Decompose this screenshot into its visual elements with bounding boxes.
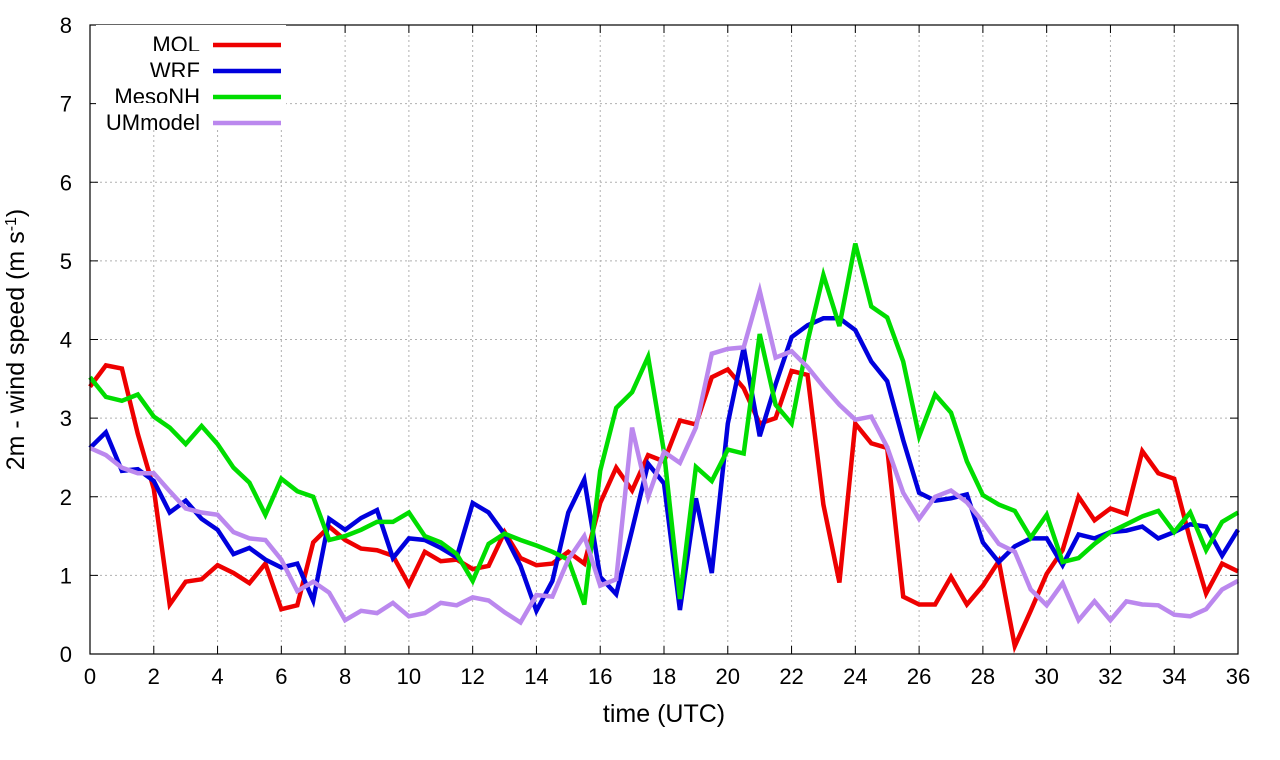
x-tick-label: 4 <box>211 664 223 689</box>
y-tick-label: 2 <box>60 485 72 510</box>
y-tick-label: 7 <box>60 92 72 117</box>
x-tick-label: 34 <box>1162 664 1186 689</box>
series-lines <box>88 243 1240 654</box>
y-tick-label: 0 <box>60 642 72 667</box>
x-tick-label: 8 <box>339 664 351 689</box>
y-tick-label: 6 <box>60 170 72 195</box>
y-tick-label: 5 <box>60 249 72 274</box>
x-tick-label: 12 <box>460 664 484 689</box>
x-tick-label: 28 <box>971 664 995 689</box>
y-axis-title: 2m - wind speed (m s-1) <box>2 209 30 471</box>
series-line-wrf <box>88 316 1240 617</box>
y-tick-label: 3 <box>60 406 72 431</box>
x-tick-label: 0 <box>84 664 96 689</box>
x-tick-label: 36 <box>1226 664 1250 689</box>
x-tick-label: 10 <box>397 664 421 689</box>
x-tick-label: 22 <box>779 664 803 689</box>
y-tick-label: 1 <box>60 563 72 588</box>
x-tick-label: 16 <box>588 664 612 689</box>
y-axis-title-superscript: -1 <box>3 217 20 231</box>
legend-label-ummodel: UMmodel <box>106 110 200 135</box>
y-tick-label: 8 <box>60 13 72 38</box>
x-tick-label: 32 <box>1098 664 1122 689</box>
x-tick-label: 24 <box>843 664 867 689</box>
series-line-ummodel <box>89 281 1240 626</box>
x-tick-label: 26 <box>907 664 931 689</box>
y-tick-label: 4 <box>60 328 72 353</box>
x-tick-label: 2 <box>148 664 160 689</box>
x-tick-label: 14 <box>524 664 548 689</box>
x-axis-title: time (UTC) <box>603 700 725 728</box>
y-axis-title-close: ) <box>2 209 30 217</box>
x-tick-label: 6 <box>275 664 287 689</box>
x-tick-label: 20 <box>716 664 740 689</box>
x-tick-label: 18 <box>652 664 676 689</box>
axis-ticks: 0 2 4 6 8 10 12 14 16 18 20 22 24 26 28 30 32 34 360123456… <box>60 13 1250 689</box>
y-axis-title-main: 2m - wind speed (m s <box>2 231 30 470</box>
x-tick-label: 30 <box>1034 664 1058 689</box>
